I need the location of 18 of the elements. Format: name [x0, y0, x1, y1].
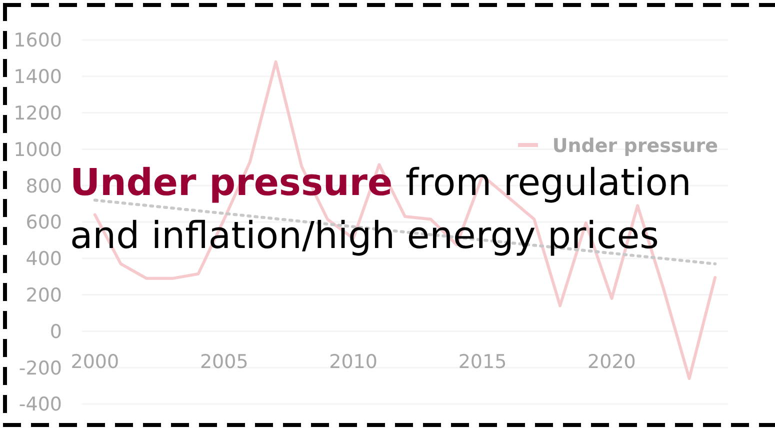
y-tick-label: -200	[18, 357, 62, 380]
y-tick-label: -400	[18, 394, 62, 416]
y-tick-label: 1600	[14, 30, 62, 52]
x-tick-label: 2000	[70, 350, 120, 373]
x-tick-label: 2020	[588, 350, 636, 373]
y-tick-label: 600	[26, 212, 62, 234]
x-tick-label: 2005	[200, 350, 248, 373]
x-tick-label: 2010	[329, 350, 378, 373]
y-tick-label: 0	[50, 320, 62, 343]
text: Under pressure	[70, 161, 406, 204]
y-tick-label: 1200	[14, 102, 62, 124]
y-tick-label: 400	[26, 248, 62, 270]
y-tick-label: 1000	[14, 138, 62, 161]
legend-label: Under pressure	[552, 135, 718, 157]
x-tick-label: 2015	[458, 350, 507, 373]
y-tick-label: 1400	[14, 66, 62, 88]
y-tick-label: 800	[26, 175, 62, 198]
y-tick-label: 200	[26, 284, 62, 306]
